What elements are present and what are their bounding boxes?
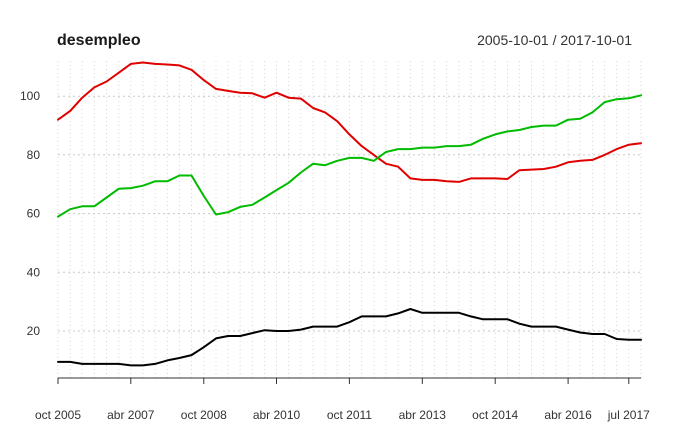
series-line-1 bbox=[57, 61, 642, 183]
x-axis-ticks: oct 2005 abr 2007 oct 2008 abr 2010 oct 2011… bbox=[35, 378, 650, 422]
chart-title: desempleo bbox=[57, 32, 141, 49]
x-tick-label: jul 2017 bbox=[607, 408, 650, 422]
y-tick-label: 100 bbox=[20, 89, 40, 103]
vertical-gridlines bbox=[57, 61, 642, 378]
x-tick-label: abr 2013 bbox=[399, 408, 447, 422]
x-tick-label: oct 2005 bbox=[35, 408, 81, 422]
x-tick-label: abr 2010 bbox=[253, 408, 301, 422]
horizontal-gridlines bbox=[58, 95, 641, 332]
y-tick-label: 40 bbox=[27, 265, 41, 279]
y-tick-label: 60 bbox=[27, 207, 41, 221]
series-line-3 bbox=[57, 308, 642, 367]
series-line-2 bbox=[57, 94, 642, 218]
y-tick-label: 20 bbox=[27, 324, 41, 338]
date-range-label: 2005-10-01 / 2017-10-01 bbox=[477, 32, 632, 48]
x-tick-label: abr 2016 bbox=[544, 408, 592, 422]
x-tick-label: oct 2014 bbox=[472, 408, 518, 422]
y-tick-label: 80 bbox=[27, 148, 41, 162]
x-tick-label: oct 2008 bbox=[181, 408, 227, 422]
x-tick-label: abr 2007 bbox=[107, 408, 155, 422]
y-axis-tick-labels: 20 40 60 80 100 bbox=[20, 89, 40, 338]
series-lines bbox=[57, 61, 642, 367]
x-tick-label: oct 2011 bbox=[327, 408, 372, 422]
